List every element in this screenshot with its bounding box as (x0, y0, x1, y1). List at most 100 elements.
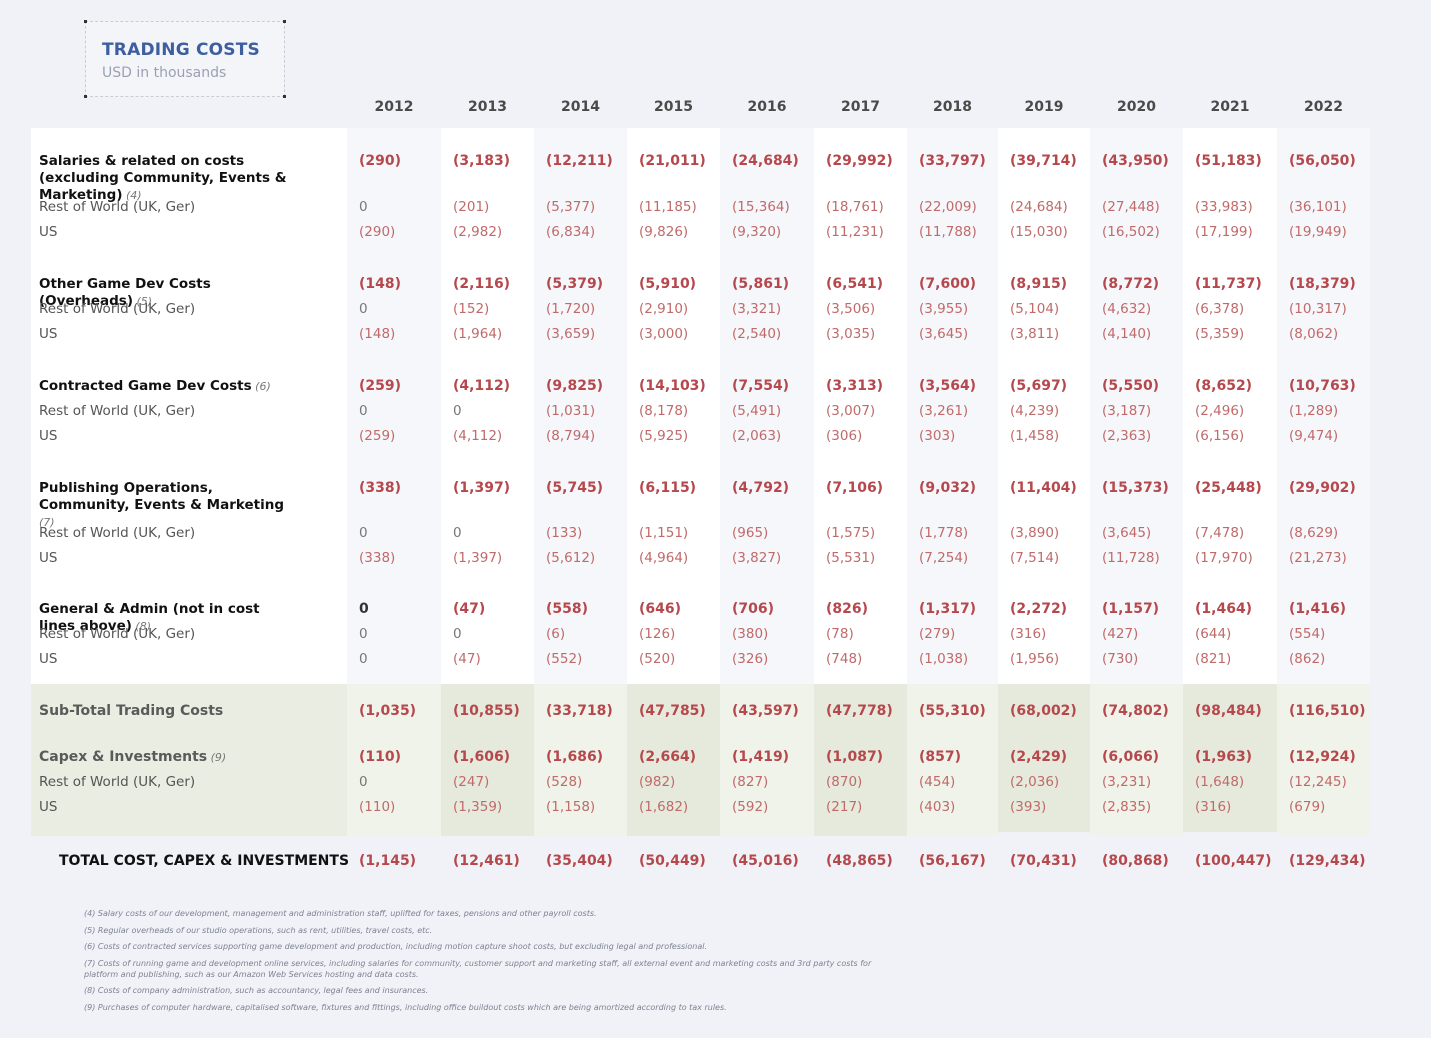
row-label-text: Publishing Operations, Community, Events… (39, 480, 284, 513)
table-cell: (126) (639, 626, 676, 642)
table-cell: (22,009) (919, 199, 977, 215)
year-header: 2013 (468, 99, 507, 115)
table-cell: (3,000) (639, 326, 689, 342)
subtotal-column-bg (998, 684, 1090, 832)
table-cell: (592) (732, 799, 769, 815)
table-cell: (6,066) (1102, 749, 1160, 765)
table-cell: (15,373) (1102, 480, 1169, 496)
table-cell: (1,964) (453, 326, 503, 342)
table-cell: (133) (546, 525, 583, 541)
year-header: 2020 (1117, 99, 1156, 115)
table-cell: (558) (546, 601, 589, 617)
table-cell: (3,007) (826, 403, 876, 419)
row-label: General & Admin (not in cost lines above… (39, 601, 299, 635)
table-cell: (3,564) (919, 378, 977, 394)
year-column-bg (627, 128, 720, 684)
table-cell: (1,464) (1195, 601, 1253, 617)
row-label: US (39, 550, 58, 566)
table-cell: (1,648) (1195, 774, 1245, 790)
subtotal-column-bg (720, 684, 814, 836)
row-label: TOTAL COST, CAPEX & INVESTMENTS (59, 853, 350, 869)
year-column-bg (1183, 128, 1277, 684)
table-cell: (18,761) (826, 199, 884, 215)
table-cell: (12,245) (1289, 774, 1347, 790)
table-cell: 0 (453, 626, 462, 642)
table-cell: (7,554) (732, 378, 790, 394)
table-cell: (45,016) (732, 853, 799, 869)
table-cell: (1,720) (546, 301, 596, 317)
table-cell: (1,031) (546, 403, 596, 419)
table-cell: (4,239) (1010, 403, 1060, 419)
table-cell: (68,002) (1010, 703, 1077, 719)
table-cell: 0 (359, 525, 368, 541)
table-cell: (33,797) (919, 153, 986, 169)
year-header: 2015 (654, 99, 693, 115)
table-cell: (7,478) (1195, 525, 1245, 541)
table-cell: (9,320) (732, 224, 782, 240)
table-cell: (15,364) (732, 199, 790, 215)
table-cell: (1,956) (1010, 651, 1060, 667)
table-cell: (7,254) (919, 550, 969, 566)
table-cell: (5,491) (732, 403, 782, 419)
year-header: 2018 (933, 99, 972, 115)
table-cell: (148) (359, 276, 402, 292)
subtotal-column-bg (1277, 684, 1370, 836)
table-cell: (8,062) (1289, 326, 1339, 342)
table-cell: (7,514) (1010, 550, 1060, 566)
table-cell: (12,924) (1289, 749, 1356, 765)
row-label: Rest of World (UK, Ger) (39, 301, 196, 317)
table-cell: (14,103) (639, 378, 706, 394)
table-cell: (5,925) (639, 428, 689, 444)
footnote: (5) Regular overheads of our studio oper… (84, 925, 433, 935)
table-cell: (862) (1289, 651, 1326, 667)
table-cell: (1,963) (1195, 749, 1253, 765)
table-cell: (520) (639, 651, 676, 667)
row-label: Publishing Operations, Community, Events… (39, 480, 299, 531)
table-cell: (7,106) (826, 480, 884, 496)
table-cell: (2,272) (1010, 601, 1068, 617)
table-cell: (12,211) (546, 153, 613, 169)
table-cell: (3,183) (453, 153, 511, 169)
table-cell: (18,379) (1289, 276, 1356, 292)
table-cell: (8,652) (1195, 378, 1253, 394)
table-cell: (8,772) (1102, 276, 1160, 292)
table-cell: (259) (359, 428, 396, 444)
year-column-bg (534, 128, 627, 684)
row-label-text: Contracted Game Dev Costs (39, 378, 252, 394)
year-column-bg (814, 128, 907, 684)
table-cell: (5,861) (732, 276, 790, 292)
table-cell: (454) (919, 774, 956, 790)
table-cell: (47,785) (639, 703, 706, 719)
table-cell: (19,949) (1289, 224, 1347, 240)
table-cell: (3,645) (1102, 525, 1152, 541)
table-cell: (43,597) (732, 703, 799, 719)
table-cell: (10,317) (1289, 301, 1347, 317)
table-cell: (51,183) (1195, 153, 1262, 169)
table-cell: (706) (732, 601, 775, 617)
footnote-ref: (5) (133, 295, 153, 308)
year-column-bg (907, 128, 998, 684)
table-cell: (100,447) (1195, 853, 1272, 869)
table-cell: (17,970) (1195, 550, 1253, 566)
table-cell: (10,855) (453, 703, 520, 719)
table-cell: (56,050) (1289, 153, 1356, 169)
title-box: TRADING COSTS USD in thousands (84, 20, 286, 98)
row-label: US (39, 651, 58, 667)
row-label: US (39, 428, 58, 444)
table-cell: (110) (359, 749, 402, 765)
table-cell: (1,145) (359, 853, 417, 869)
year-header: 2016 (747, 99, 787, 115)
year-header: 2014 (561, 99, 600, 115)
table-cell: (6,378) (1195, 301, 1245, 317)
page-title: TRADING COSTS (102, 40, 260, 60)
row-label: Rest of World (UK, Ger) (39, 774, 196, 790)
table-cell: (1,317) (919, 601, 977, 617)
table-cell: (24,684) (1010, 199, 1068, 215)
table-cell: (4,792) (732, 480, 790, 496)
table-cell: (70,431) (1010, 853, 1077, 869)
table-cell: (4,112) (453, 378, 511, 394)
table-cell: (5,612) (546, 550, 596, 566)
table-cell: (116,510) (1289, 703, 1366, 719)
table-cell: (1,359) (453, 799, 503, 815)
row-label: Rest of World (UK, Ger) (39, 199, 196, 215)
